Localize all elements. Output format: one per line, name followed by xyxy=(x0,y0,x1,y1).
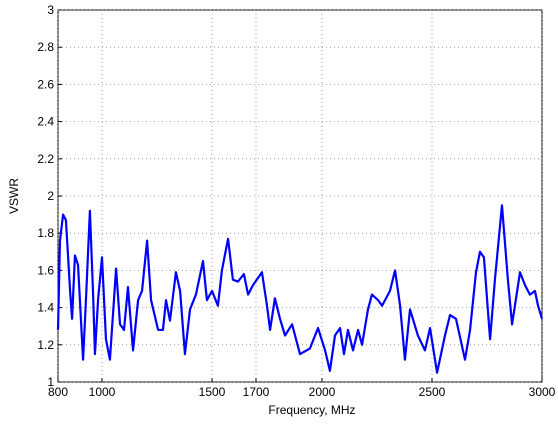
x-axis-label: Frequency, MHz xyxy=(268,403,355,417)
x-tick-label: 1500 xyxy=(199,385,226,399)
y-axis-label: VSWR xyxy=(7,178,21,214)
y-tick-label: 3 xyxy=(47,3,54,17)
y-tick-label: 1.4 xyxy=(37,301,54,315)
x-tick-label: 3000 xyxy=(529,385,556,399)
y-tick-label: 1.8 xyxy=(37,226,54,240)
x-tick-label: 1000 xyxy=(89,385,116,399)
y-tick-label: 1.2 xyxy=(37,338,54,352)
y-tick-label: 2.8 xyxy=(37,40,54,54)
x-tick-label: 1700 xyxy=(243,385,270,399)
y-tick-label: 2.6 xyxy=(37,77,54,91)
y-tick-label: 1.6 xyxy=(37,263,54,277)
x-tick-label: 2500 xyxy=(419,385,446,399)
x-tick-label: 2000 xyxy=(309,385,336,399)
y-tick-label: 1 xyxy=(47,375,54,389)
x-tick-label: 800 xyxy=(48,385,68,399)
y-tick-label: 2.2 xyxy=(37,152,54,166)
y-tick-label: 2.4 xyxy=(37,115,54,129)
y-tick-label: 2 xyxy=(47,189,54,203)
data-line xyxy=(56,204,544,374)
